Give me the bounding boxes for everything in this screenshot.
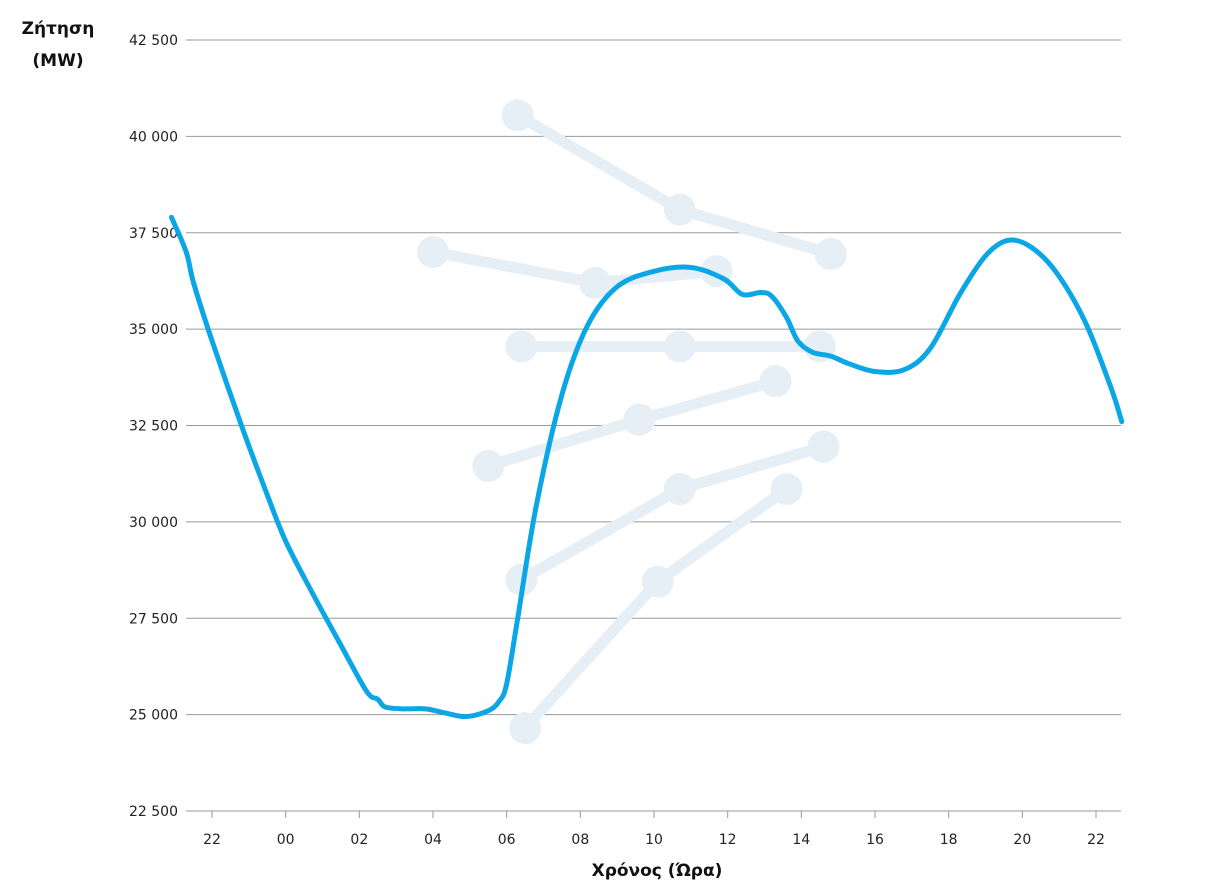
faded-series-point [759,365,792,398]
x-tick-label: 22 [203,832,221,848]
faded-series-point [814,237,847,270]
x-tick-label: 12 [719,832,737,848]
demand-series-line [168,214,1125,720]
faded-series-point [417,236,449,269]
x-tick-label: 16 [866,832,884,848]
faded-series-point [663,330,696,363]
faded-series-point [641,565,674,598]
faded-series-line [519,483,793,734]
x-tick-label: 08 [571,832,589,848]
faded-series-point [501,99,534,132]
y-tick-label: 35 000 [129,322,178,338]
y-tick-label: 22 500 [129,804,178,820]
faded-series-point [472,449,505,482]
faded-series-point [505,330,538,363]
faded-series-point [509,712,542,745]
x-tick-label: 00 [277,832,295,848]
faded-series-point [663,473,696,506]
x-tick-label: 14 [792,832,810,848]
y-tick-label: 25 000 [129,708,178,724]
faded-series-point [807,430,840,463]
faded-series-point [579,266,612,299]
faded-series-point [663,193,696,226]
x-axis-label: Χρόνος (Ώρα) [592,861,723,881]
y-axis-label-line-2: (MW) [32,51,83,71]
x-tick-label: 06 [498,832,516,848]
x-axis: 22 00 02 04 06 08 10 12 14 16 18 20 22 [203,811,1105,848]
x-tick-label: 20 [1013,832,1031,848]
x-tick-label: 02 [350,832,368,848]
main-series-group [168,214,1125,720]
y-tick-labels: 22 500 25 000 27 500 30 000 32 500 35 000 37 5… [129,33,178,820]
faded-series-line [515,441,829,586]
x-tick-label: 10 [645,832,663,848]
y-axis-label-line-1: Ζήτηση [22,19,95,39]
x-tick-label: 04 [424,832,442,848]
y-tick-label: 32 500 [129,419,178,435]
y-tick-label: 27 500 [129,611,178,627]
y-tick-label: 42 500 [129,33,178,49]
y-tick-label: 40 000 [129,129,178,145]
x-tick-label: 22 [1087,832,1105,848]
y-tick-label: 37 500 [129,226,178,242]
faded-series-group [417,99,847,745]
faded-series-point [770,473,803,506]
faded-series-point [623,403,656,436]
y-tick-label: 30 000 [129,515,178,531]
x-tick-label: 18 [940,832,958,848]
